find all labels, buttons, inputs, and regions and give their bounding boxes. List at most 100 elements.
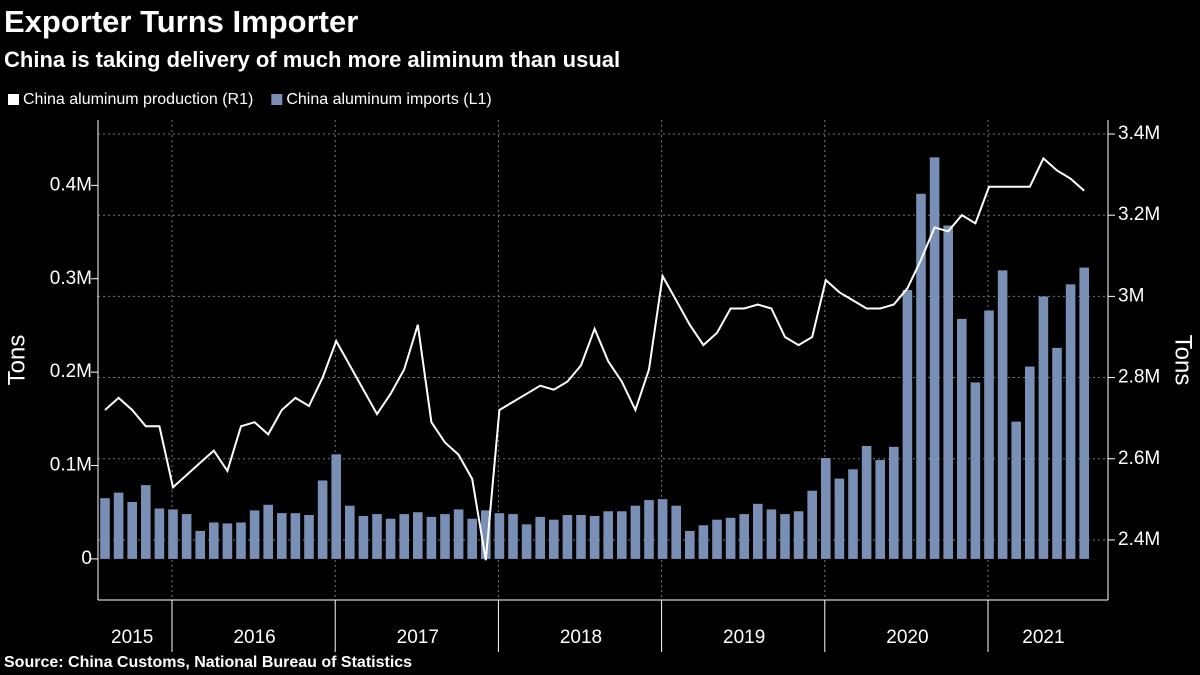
- y-tick-label: 0.2M: [50, 361, 92, 382]
- bar: [997, 270, 1008, 559]
- bar: [793, 511, 804, 559]
- bar: [957, 318, 967, 559]
- bar: [1025, 366, 1035, 559]
- bar: [712, 519, 722, 559]
- x-tick-label: 2020: [886, 627, 928, 648]
- bar: [535, 516, 545, 559]
- bar: [168, 509, 178, 559]
- source: Source: China Customs, National Bureau o…: [4, 654, 412, 671]
- bar: [657, 499, 668, 559]
- bar: [399, 514, 409, 559]
- bar: [521, 524, 532, 559]
- y2-tick-label: 3.2M: [1118, 204, 1160, 225]
- bar: [943, 225, 953, 559]
- bar: [848, 469, 858, 559]
- bar: [861, 445, 872, 559]
- y2-tick-label: 3.4M: [1118, 123, 1160, 144]
- bar: [644, 500, 654, 559]
- bar: [481, 510, 491, 559]
- x-tick-label: 2019: [723, 627, 765, 648]
- bar: [902, 289, 913, 559]
- bar: [494, 513, 505, 559]
- legend-swatch: [8, 94, 19, 105]
- legend-label: China aluminum imports (L1): [286, 91, 491, 108]
- bar: [345, 505, 355, 559]
- bar: [725, 517, 736, 559]
- x-tick-label: 2016: [233, 627, 275, 648]
- bar: [780, 514, 790, 559]
- bar: [1011, 421, 1021, 559]
- chart-subtitle: China is taking delivery of much more al…: [4, 47, 620, 72]
- bar: [617, 511, 627, 559]
- bar: [426, 516, 437, 559]
- bar: [549, 519, 559, 559]
- bar: [1052, 347, 1062, 559]
- bar: [970, 382, 981, 559]
- bar: [358, 515, 369, 559]
- bar: [562, 515, 573, 559]
- bar: [277, 513, 287, 559]
- bar: [127, 501, 137, 559]
- bar: [141, 485, 151, 559]
- y2-tick-label: 2.6M: [1118, 448, 1160, 469]
- bar: [181, 514, 192, 559]
- y2-tick-label: 3M: [1118, 285, 1144, 306]
- bar: [834, 478, 845, 559]
- bar: [263, 504, 273, 559]
- bar: [467, 518, 477, 559]
- bar: [889, 446, 899, 559]
- bar: [1079, 267, 1089, 559]
- bar: [685, 530, 695, 559]
- bar: [630, 505, 641, 559]
- chart-title: Exporter Turns Importer: [4, 4, 358, 39]
- bar: [1065, 284, 1076, 559]
- x-tick-label: 2018: [560, 627, 602, 648]
- y-tick-label: 0: [81, 548, 92, 569]
- bar: [576, 515, 586, 559]
- y-tick-label: 0.3M: [50, 268, 92, 289]
- y-tick-label: 0.1M: [50, 455, 92, 476]
- bar: [317, 480, 328, 559]
- y-axis-label: Tons: [3, 335, 30, 386]
- bar: [385, 518, 396, 559]
- bar: [984, 310, 994, 559]
- bar: [916, 193, 926, 559]
- bar: [875, 459, 885, 559]
- bar: [508, 514, 518, 559]
- bar: [589, 515, 600, 559]
- legend-label: China aluminum production (R1): [23, 91, 253, 108]
- bar: [821, 458, 831, 559]
- y-tick-label: 0.4M: [50, 174, 92, 195]
- bar: [807, 490, 817, 559]
- bar: [249, 510, 260, 559]
- bar: [236, 522, 246, 559]
- bar: [1038, 296, 1049, 559]
- x-tick-label: 2015: [111, 627, 153, 648]
- bar: [331, 454, 341, 559]
- bar: [440, 514, 450, 559]
- x-tick-label: 2017: [397, 627, 439, 648]
- x-tick-label: 2021: [1022, 627, 1064, 648]
- line: [104, 156, 1085, 561]
- bar: [698, 525, 709, 559]
- bar: [304, 515, 314, 559]
- bar: [290, 513, 301, 559]
- y2-tick-label: 2.4M: [1118, 529, 1160, 550]
- bar: [413, 512, 423, 559]
- bar: [739, 514, 749, 559]
- bar: [453, 509, 464, 559]
- bar: [929, 157, 940, 559]
- bar: [195, 530, 205, 559]
- bar: [222, 523, 233, 559]
- bar: [154, 508, 165, 559]
- y2-tick-label: 2.8M: [1118, 367, 1160, 388]
- bar: [766, 509, 777, 559]
- bar: [753, 503, 763, 559]
- y2-axis-label: Tons: [1170, 335, 1197, 386]
- bar: [113, 492, 124, 559]
- legend-swatch: [271, 94, 283, 105]
- bar: [209, 522, 219, 559]
- bar: [603, 511, 613, 559]
- bar: [372, 514, 382, 559]
